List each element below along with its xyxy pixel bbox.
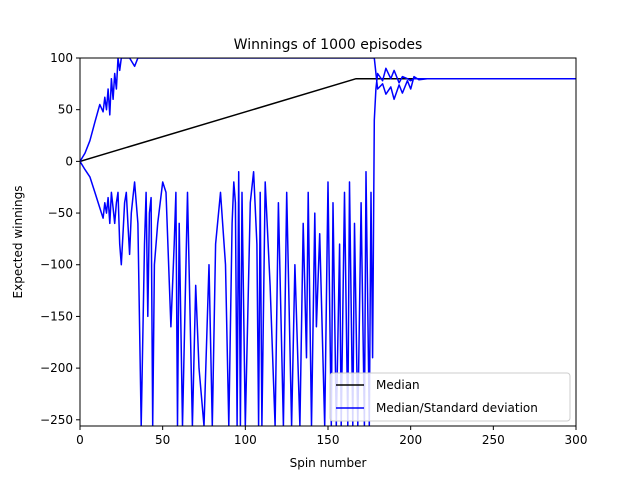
y-tick-label: −50 — [48, 206, 73, 220]
y-tick-label: 0 — [65, 154, 73, 168]
legend-label-median: Median — [376, 378, 420, 392]
x-tick-label: 200 — [399, 433, 422, 447]
y-tick-label: −100 — [40, 258, 73, 272]
x-tick-label: 250 — [482, 433, 505, 447]
legend-box — [329, 372, 571, 422]
x-tick-label: 100 — [234, 433, 257, 447]
y-tick-label: 50 — [58, 103, 73, 117]
x-tick-label: 50 — [155, 433, 170, 447]
legend-label-std: Median/Standard deviation — [376, 401, 538, 415]
x-axis: 0 50 100 150 200 250 300 — [76, 426, 587, 447]
x-axis-label: Spin number — [290, 456, 367, 470]
x-tick-label: 0 — [76, 433, 84, 447]
series-layer — [80, 58, 576, 426]
y-tick-label: −250 — [40, 413, 73, 427]
y-tick-label: −200 — [40, 361, 73, 375]
y-axis: 100 50 0 −50 −100 −150 −200 −250 — [40, 51, 80, 427]
y-tick-label: −150 — [40, 309, 73, 323]
y-axis-label: Expected winnings — [11, 186, 25, 299]
x-tick-label: 150 — [317, 433, 340, 447]
y-tick-label: 100 — [50, 51, 73, 65]
series-line-lower — [80, 67, 576, 426]
series-line-upper — [80, 58, 576, 162]
x-tick-label: 300 — [565, 433, 588, 447]
legend: Median Median/Standard deviation — [329, 372, 571, 422]
chart-title: Winnings of 1000 episodes — [234, 37, 423, 53]
